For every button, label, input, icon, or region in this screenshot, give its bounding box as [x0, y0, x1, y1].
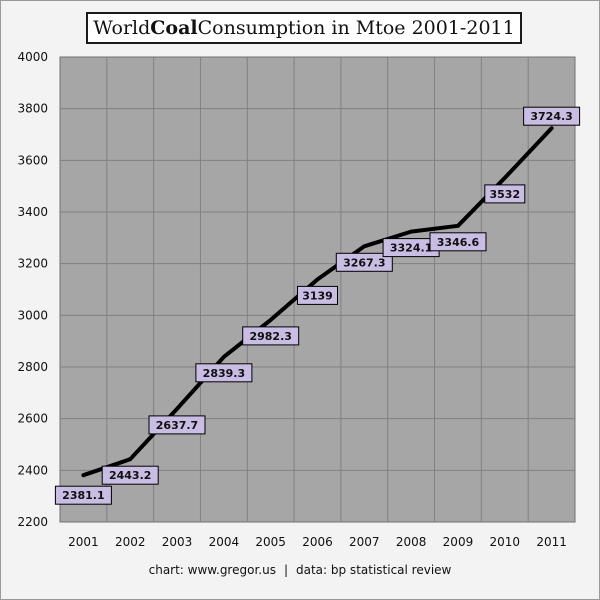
data-label-box — [297, 285, 338, 305]
y-tick-label: 3200 — [17, 257, 48, 271]
data-label: 2839.3 — [203, 367, 245, 380]
data-label-box — [195, 363, 253, 383]
data-label-box — [429, 232, 487, 252]
y-tick-label: 2800 — [17, 360, 48, 374]
x-tick-label: 2010 — [489, 535, 520, 549]
data-label: 3139 — [302, 289, 333, 302]
x-tick-label: 2005 — [255, 535, 286, 549]
x-tick-label: 2003 — [162, 535, 193, 549]
x-tick-label: 2004 — [209, 535, 240, 549]
footer-source: data: bp statistical review — [296, 563, 452, 577]
y-tick-label: 2600 — [17, 412, 48, 426]
data-label: 3324.1 — [390, 242, 432, 255]
data-label: 3267.3 — [343, 256, 385, 269]
x-tick-label: 2002 — [115, 535, 146, 549]
data-labels: 2381.1 2443.2 2637.7 2839.3 2982.3 3139 3267.3… — [54, 106, 581, 505]
y-tick-label: 2200 — [17, 515, 48, 529]
chart-title-text-end: Consumption in Mtoe 2001-2011 — [197, 17, 515, 39]
chart-title: World Coal Consumption in Mtoe 2001-2011 — [86, 12, 522, 44]
y-tick-label: 3800 — [17, 102, 48, 116]
data-label-box — [242, 326, 300, 346]
x-tick-label: 2008 — [396, 535, 427, 549]
data-label-box — [523, 106, 581, 126]
data-label: 2443.2 — [109, 469, 151, 482]
data-label: 2637.7 — [156, 419, 198, 432]
data-label-box — [484, 184, 526, 204]
data-label: 3532 — [489, 188, 520, 201]
data-label-box — [335, 252, 393, 272]
data-label: 2982.3 — [249, 330, 291, 343]
data-label-box — [148, 415, 206, 435]
y-tick-label: 3400 — [17, 205, 48, 219]
chart-title-bold-word: Coal — [150, 17, 198, 39]
x-tick-label: 2001 — [68, 535, 99, 549]
data-label: 3346.6 — [437, 236, 480, 249]
y-tick-label: 4000 — [17, 50, 48, 64]
data-label-box — [101, 465, 159, 485]
chart-title-text-start: World — [93, 17, 151, 39]
data-label: 2381.1 — [62, 489, 104, 502]
data-label-box — [54, 485, 112, 505]
y-tick-label: 3000 — [17, 308, 48, 322]
x-tick-label: 2006 — [302, 535, 333, 549]
y-tick-label: 3600 — [17, 153, 48, 167]
y-tick-label: 2400 — [17, 463, 48, 477]
chart-footer: chart: www.gregor.us | data: bp statistica… — [0, 563, 600, 577]
x-tick-label: 2011 — [536, 535, 567, 549]
footer-separator: | — [283, 563, 288, 577]
x-tick-label: 2007 — [349, 535, 380, 549]
data-label: 3724.3 — [530, 110, 572, 123]
x-tick-label: 2009 — [443, 535, 474, 549]
footer-credit: chart: www.gregor.us — [148, 563, 276, 577]
